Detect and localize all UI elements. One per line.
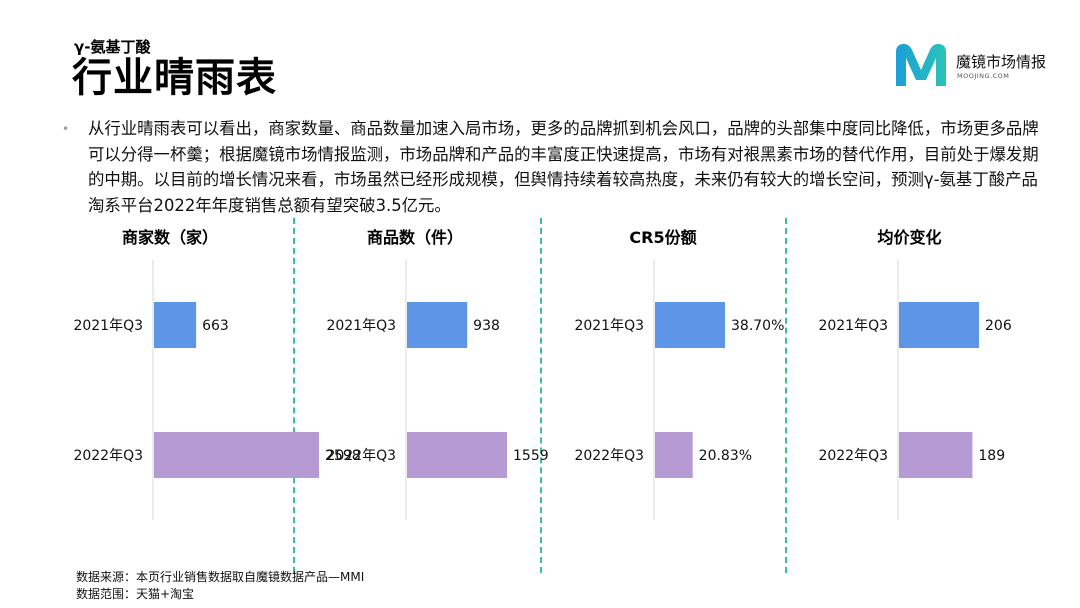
chart-category-label: 2022年Q3 <box>818 448 888 464</box>
chart-data-label: 38.70% <box>731 318 784 334</box>
chart-title: 均价变化 <box>877 228 942 247</box>
chart-bar <box>407 432 507 478</box>
chart-bar <box>407 302 468 348</box>
footer-source: 数据来源：本页行业销售数据取自魔镜数据产品—MMI <box>76 570 365 584</box>
chart-category-label: 2022年Q3 <box>574 448 644 464</box>
chart-panel-cr5: CR5份额 2021年Q3 38.70% 2022年Q3 20.83% <box>552 218 784 538</box>
chart-category-label: 2021年Q3 <box>326 318 396 334</box>
logo-text-cn: 魔镜市场情报 <box>956 53 1047 71</box>
chart-bar <box>655 432 693 478</box>
chart-title: CR5份额 <box>629 228 697 247</box>
chart-bar <box>154 432 319 478</box>
chart-bar <box>154 302 197 348</box>
footer-scope: 数据范围：天猫+淘宝 <box>76 587 195 601</box>
chart-category-label: 2022年Q3 <box>73 448 143 464</box>
logo-m-icon <box>896 44 946 86</box>
chart-panel-products: 商品数（件） 2021年Q3 938 2022年Q3 1559 <box>305 218 549 538</box>
chart-svg: 2021年Q3 38.70% 2022年Q3 20.83% <box>574 260 784 520</box>
chart-bar <box>899 432 973 478</box>
chart-data-label: 20.83% <box>699 448 752 464</box>
chart-data-label: 2598 <box>325 448 361 464</box>
summary-paragraph: 从行业晴雨表可以看出，商家数量、商品数量加速入局市场，更多的品牌抓到机会风口，品… <box>88 119 1039 215</box>
chart-svg: 2021年Q3 206 2022年Q3 189 <box>818 260 1012 520</box>
logo-text-en: MOOJING.COM <box>957 72 1010 80</box>
chart-bar <box>655 302 725 348</box>
chart-title: 商品数（件） <box>366 228 463 247</box>
chart-svg: 2021年Q3 938 2022年Q3 1559 <box>326 260 549 520</box>
page-subtitle: γ-氨基丁酸 <box>74 38 151 56</box>
chart-data-label: 663 <box>202 318 229 334</box>
panel-divider-3 <box>785 218 787 573</box>
page-title: 行业晴雨表 <box>72 55 277 101</box>
brand-logo: 魔镜市场情报 MOOJING.COM <box>890 40 1060 90</box>
chart-category-label: 2022年Q3 <box>326 448 396 464</box>
chart-data-label: 938 <box>473 318 500 334</box>
bullet-icon: • <box>62 122 70 136</box>
panel-divider-2 <box>540 218 542 573</box>
chart-category-label: 2021年Q3 <box>574 318 644 334</box>
panel-divider-1 <box>293 218 295 573</box>
chart-title: 商家数（家） <box>121 228 218 247</box>
chart-bar <box>899 302 979 348</box>
chart-data-label: 189 <box>978 448 1005 464</box>
chart-category-label: 2021年Q3 <box>818 318 888 334</box>
chart-svg: 2021年Q3 663 2022年Q3 2598 <box>73 260 361 520</box>
chart-data-label: 1559 <box>513 448 549 464</box>
chart-category-label: 2021年Q3 <box>73 318 143 334</box>
chart-data-label: 206 <box>985 318 1012 334</box>
chart-panel-avg-price: 均价变化 2021年Q3 206 2022年Q3 189 <box>797 218 1022 538</box>
chart-panel-merchants: 商家数（家） 2021年Q3 663 2022年Q3 2598 <box>60 218 361 538</box>
